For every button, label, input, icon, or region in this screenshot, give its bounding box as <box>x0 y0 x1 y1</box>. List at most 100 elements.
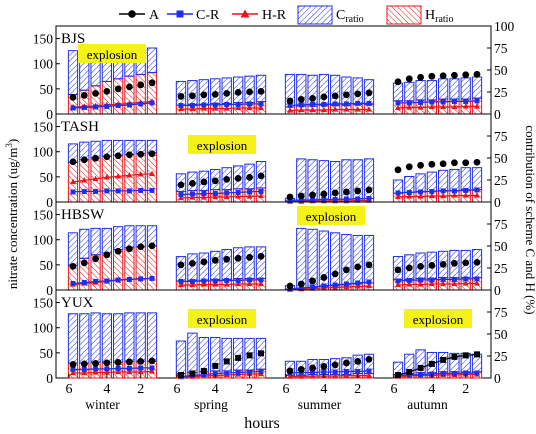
hr-point <box>200 281 207 287</box>
hour-tick-label: 6 <box>391 382 398 397</box>
cr-point <box>104 278 110 284</box>
panel-label: YUX <box>61 295 94 311</box>
cr-point <box>224 277 230 283</box>
h-ratio-bar <box>135 153 146 203</box>
cr-point <box>93 278 99 284</box>
cr-point <box>149 275 155 281</box>
hr-point <box>462 192 469 198</box>
left-tick-label: 50 <box>40 258 54 273</box>
hr-point <box>115 173 122 179</box>
x-axis-title: hours <box>244 415 280 432</box>
cr-point <box>235 277 241 283</box>
hr-series-line <box>73 370 153 374</box>
c-ratio-bar <box>392 82 404 102</box>
cr-point <box>81 366 87 372</box>
a-point <box>286 193 294 201</box>
cr-point <box>126 102 132 108</box>
hr-series-line <box>72 173 153 183</box>
hr-point <box>258 192 264 199</box>
cr-point <box>149 100 155 106</box>
season-spring <box>175 246 267 291</box>
season-autumn <box>392 249 483 291</box>
a-point <box>148 79 156 87</box>
hr-point <box>343 283 350 290</box>
c-ratio-bar <box>449 168 460 192</box>
cr-point <box>343 368 349 374</box>
a-point <box>451 71 458 79</box>
hour-tick-label: 6 <box>66 382 73 397</box>
cr-point <box>104 103 110 109</box>
hr-point <box>428 280 435 287</box>
a-point <box>148 150 156 158</box>
right-tick-label: 75 <box>494 129 508 144</box>
cr-point <box>429 99 435 105</box>
hr-point <box>417 281 424 287</box>
cr-point <box>366 195 372 201</box>
cr-point <box>332 282 338 288</box>
a-point <box>234 88 242 96</box>
hr-series-line <box>397 194 477 198</box>
cr-point <box>258 277 264 283</box>
cr-point <box>247 189 253 195</box>
right-tick-label: 75 <box>494 305 508 320</box>
cr-point <box>178 102 184 108</box>
hr-point <box>103 174 110 180</box>
hr-point <box>212 281 219 287</box>
hr-point <box>92 175 99 182</box>
y-axis-right-title: contribution of scheme C and H (%) <box>523 125 536 314</box>
left-tick-label: 100 <box>33 145 54 160</box>
hr-point <box>137 171 144 177</box>
season-summer <box>284 158 375 204</box>
explosion-label: explosion <box>188 309 256 328</box>
a-point <box>320 93 328 101</box>
c-ratio-bar <box>187 332 198 374</box>
a-point <box>114 359 122 366</box>
season-label: autumn <box>407 397 448 412</box>
explosion-highlight <box>404 309 472 328</box>
c-ratio-bar <box>296 227 307 289</box>
hr-point <box>189 194 196 200</box>
season-label: spring <box>194 397 228 412</box>
a-point <box>246 352 253 359</box>
hr-point <box>354 106 361 112</box>
a-point <box>343 188 350 196</box>
c-ratio-bar <box>471 76 483 99</box>
cr-point <box>149 365 155 371</box>
season-label: summer <box>298 397 342 412</box>
hr-point <box>149 368 155 374</box>
a-point <box>462 159 470 167</box>
left-tick-label: 150 <box>33 32 54 47</box>
hr-point <box>298 106 305 113</box>
c-ratio-bar <box>330 232 341 287</box>
hour-tick-label: 2 <box>137 382 144 397</box>
a-point <box>331 189 339 197</box>
cr-point <box>178 191 184 197</box>
hr-point <box>451 192 458 198</box>
a-point <box>405 163 413 171</box>
hr-point <box>258 104 264 111</box>
h-ratio-bar <box>101 252 112 291</box>
c-ratio-bar <box>67 313 79 364</box>
cr-point <box>70 366 76 372</box>
cr-point <box>310 101 316 107</box>
c-ratio-bar <box>124 225 135 249</box>
cr-point <box>212 370 218 376</box>
hr-point <box>235 193 242 199</box>
a-point <box>297 192 305 200</box>
c-ratio-bar <box>124 312 135 362</box>
hr-point <box>81 369 88 376</box>
a-point <box>137 358 145 365</box>
c-ratio-bar <box>460 77 471 100</box>
hr-point <box>395 281 401 288</box>
cr-point <box>406 372 412 378</box>
a-point <box>114 85 122 93</box>
a-point <box>80 91 88 99</box>
cr-point <box>429 371 435 377</box>
c-ratio-bar <box>471 167 483 191</box>
cr-point <box>418 277 424 283</box>
cr-point <box>93 366 99 372</box>
left-tick-label: 50 <box>40 346 54 361</box>
cr-point <box>429 188 435 194</box>
cr-point <box>287 197 293 203</box>
